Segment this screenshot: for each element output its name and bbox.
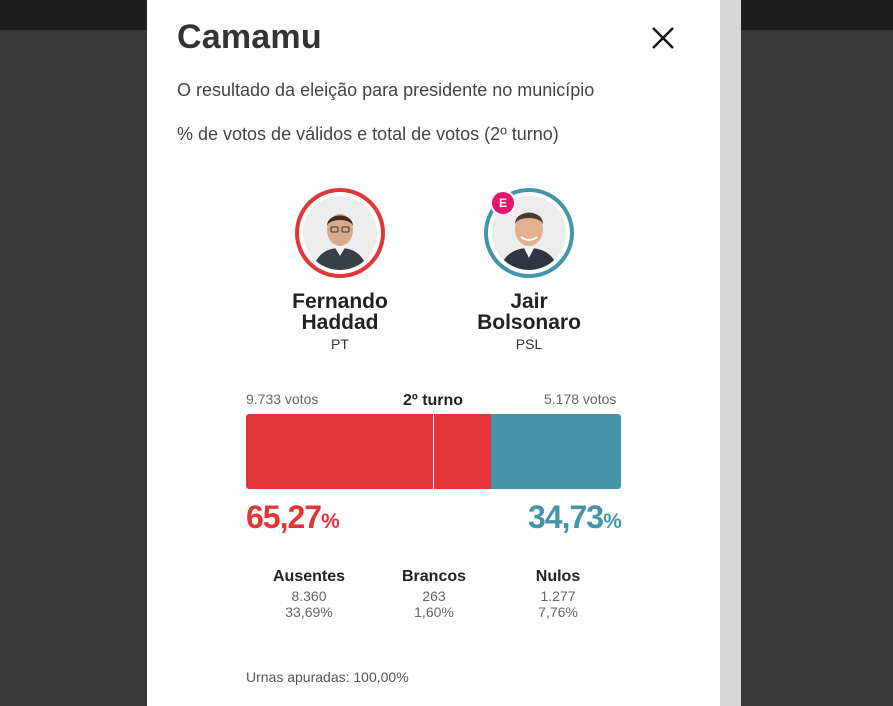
stat-label: Brancos bbox=[401, 568, 467, 585]
candidate-party: PSL bbox=[515, 336, 543, 352]
vote-share-bar bbox=[246, 414, 621, 489]
stat-label: Ausentes bbox=[272, 568, 346, 585]
votes-bolsonaro: 5.178 votos bbox=[544, 391, 617, 407]
bar-segment-bolsonaro bbox=[491, 414, 621, 489]
stat-ausentes: Ausentes 8.360 33,69% bbox=[239, 568, 379, 620]
candidate-name-line2: Bolsonaro bbox=[477, 311, 581, 334]
candidate-haddad: Fernando Haddad PT bbox=[240, 188, 440, 352]
urnas-apuradas: Urnas apuradas: 100,00% bbox=[246, 669, 409, 685]
bar-segment-haddad bbox=[246, 414, 491, 489]
modal-subtitle: O resultado da eleição para presidente n… bbox=[177, 80, 595, 100]
stat-value: 1.277 bbox=[540, 588, 576, 604]
stat-label: Nulos bbox=[535, 568, 581, 585]
stat-percent: 7,76% bbox=[538, 604, 578, 620]
person-photo-icon bbox=[303, 196, 377, 270]
results-modal: Camamu O resultado da eleição para presi… bbox=[147, 0, 720, 706]
elected-badge: E bbox=[490, 190, 516, 216]
avatar-bolsonaro: E bbox=[484, 188, 574, 278]
stat-value: 263 bbox=[422, 588, 446, 604]
candidate-name-line2: Haddad bbox=[301, 311, 379, 334]
candidate-name-line1: Fernando bbox=[292, 290, 388, 313]
stat-percent: 33,69% bbox=[285, 604, 333, 620]
percent-haddad-symbol: % bbox=[321, 510, 340, 533]
round-label: 2º turno bbox=[403, 392, 464, 409]
stat-percent: 1,60% bbox=[414, 604, 454, 620]
stat-value: 8.360 bbox=[291, 588, 327, 604]
percent-bolsonaro-symbol: % bbox=[603, 510, 622, 533]
percent-bolsonaro-value: 34,73 bbox=[528, 499, 604, 535]
candidate-name-line1: Jair bbox=[510, 290, 548, 313]
avatar-haddad bbox=[295, 188, 385, 278]
bar-midpoint-marker bbox=[433, 414, 434, 489]
modal-title: Camamu bbox=[177, 18, 322, 56]
votes-haddad: 9.733 votos bbox=[246, 391, 319, 407]
candidate-party: PT bbox=[331, 336, 349, 352]
percent-haddad-value: 65,27 bbox=[246, 499, 322, 535]
close-icon[interactable] bbox=[647, 22, 679, 54]
stat-brancos: Brancos 263 1,60% bbox=[364, 568, 504, 620]
candidate-bolsonaro: E Jair Bolsonaro PSL bbox=[429, 188, 629, 352]
stat-nulos: Nulos 1.277 7,76% bbox=[488, 568, 628, 620]
percent-bolsonaro: 34,73% bbox=[528, 499, 622, 536]
page-side-column bbox=[720, 0, 741, 706]
percent-haddad: 65,27% bbox=[246, 499, 340, 536]
modal-subtitle-secondary: % de votos de válidos e total de votos (… bbox=[177, 124, 559, 144]
